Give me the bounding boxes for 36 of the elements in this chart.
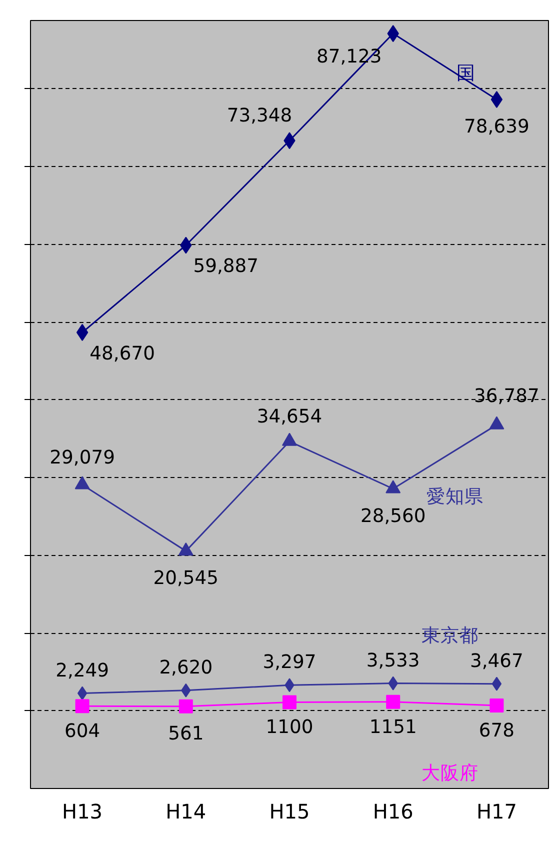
x-tick-label: H15	[269, 800, 310, 824]
data-label: 34,654	[256, 406, 322, 428]
data-label: 1151	[369, 716, 417, 738]
data-label: 1100	[266, 717, 314, 738]
data-label: 2,249	[56, 660, 110, 682]
data-label: 48,670	[90, 343, 155, 364]
point	[492, 676, 502, 691]
point	[490, 90, 503, 108]
data-label: 78,639	[464, 116, 530, 138]
point	[178, 699, 193, 714]
data-label: 3,297	[262, 652, 316, 674]
data-label: 3,467	[470, 650, 524, 672]
series-label: 国	[456, 62, 476, 84]
data-label: 678	[478, 720, 515, 742]
point	[282, 695, 296, 710]
data-label: 29,079	[50, 448, 115, 469]
data-label: 2,620	[159, 657, 213, 678]
data-label: 59,887	[193, 256, 259, 278]
data-label: 561	[168, 723, 204, 744]
x-tick-label: H17	[476, 800, 517, 824]
data-label: 36,787	[474, 386, 540, 407]
point	[76, 324, 88, 341]
point	[75, 699, 90, 714]
data-label: 20,545	[153, 568, 219, 590]
x-tick-label: H14	[166, 800, 206, 824]
data-label: 3,533	[366, 650, 420, 672]
point	[490, 698, 504, 712]
x-tick-label: H13	[62, 800, 103, 824]
data-label: 604	[64, 721, 100, 742]
data-label: 28,560	[360, 506, 426, 527]
text: 大阪府	[422, 762, 479, 784]
x-tick-label: H16	[372, 800, 414, 824]
data-label: 73,348	[226, 106, 292, 127]
point	[77, 686, 88, 700]
series-label: 愛知県	[426, 486, 484, 508]
point	[386, 694, 400, 709]
